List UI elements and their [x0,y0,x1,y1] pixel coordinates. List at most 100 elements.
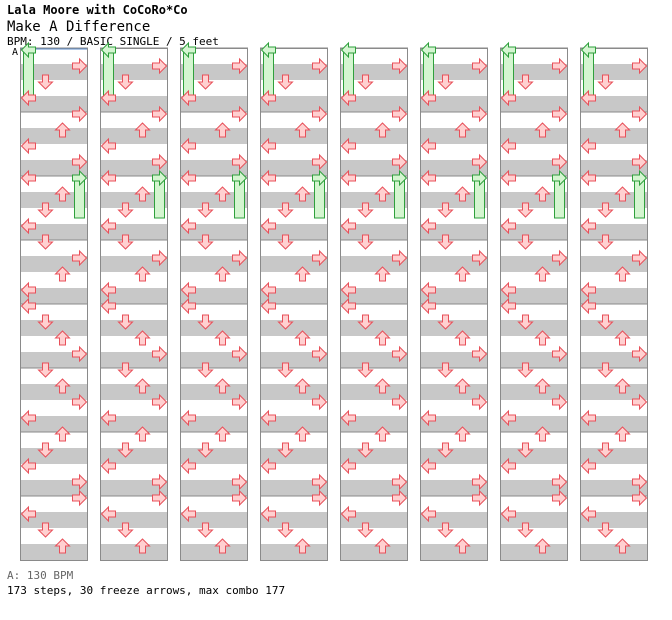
beat-band [420,288,488,304]
step-arrow-left [580,505,596,523]
beat-band [420,96,488,112]
step-arrow-up [614,426,631,442]
beat-band [100,480,168,496]
beat-band [100,176,168,192]
step-arrow-up [374,266,391,282]
step-arrow-up [534,266,551,282]
beat-band [100,352,168,368]
beat-band [580,480,648,496]
step-arrow-right [552,345,568,363]
beat-band [580,160,648,176]
step-arrow-down [357,522,374,538]
beat-band [340,320,408,336]
step-arrow-up [214,426,231,442]
step-arrow-left [20,137,36,155]
beat-band [260,80,328,96]
beat-band [260,128,328,144]
beat-band [500,112,568,128]
beat-band [260,320,328,336]
beat-band [500,224,568,240]
beat-band [100,400,168,416]
beat-band [500,336,568,352]
beat-band [500,400,568,416]
step-arrow-up [534,186,551,202]
beat-band [580,272,648,288]
step-arrow-left [580,169,596,187]
beat-band [420,480,488,496]
step-arrow-down [197,522,214,538]
beat-band [500,544,568,560]
beat-band [180,272,248,288]
beat-band [340,80,408,96]
step-arrow-left [420,137,436,155]
step-arrow-left [340,457,356,475]
step-arrow-up [374,122,391,138]
beat-band [420,416,488,432]
beat-band [20,480,88,496]
beat-band [100,96,168,112]
beat-band [420,224,488,240]
beat-band [340,368,408,384]
beat-band [580,368,648,384]
step-arrow-left [580,409,596,427]
step-arrow-right [232,345,248,363]
freeze-arrow-head [500,41,516,59]
beat-band [500,320,568,336]
step-arrow-down [437,522,454,538]
step-arrow-up [614,330,631,346]
beat-band [180,528,248,544]
step-arrow-left [180,281,196,299]
step-arrow-down [117,442,134,458]
beat-band [100,528,168,544]
step-arrow-left [500,505,516,523]
step-arrow-up [534,538,551,554]
step-arrow-right [472,57,488,75]
step-arrow-left [340,297,356,315]
beat-band [180,144,248,160]
beat-band [420,144,488,160]
step-arrow-left [340,137,356,155]
beat-band [260,336,328,352]
step-arrow-down [37,442,54,458]
step-arrow-down [597,234,614,250]
beat-band [580,96,648,112]
beat-band [500,144,568,160]
chart-meta: BPM: 130 / BASIC SINGLE / 5 feet [7,35,219,48]
beat-band [20,64,88,80]
step-arrow-right [72,393,88,411]
step-arrow-up [614,266,631,282]
step-arrow-up [534,122,551,138]
beat-band [420,80,488,96]
step-arrow-right [392,57,408,75]
section-label: A [12,47,19,58]
freeze-arrow-head [340,41,356,59]
beat-band [20,336,88,352]
step-arrow-right [72,489,88,507]
step-arrow-down [357,362,374,378]
beat-band [340,192,408,208]
freeze-arrow-head [392,169,408,187]
step-arrow-down [517,74,534,90]
beat-band [180,512,248,528]
step-arrow-up [54,330,71,346]
beat-band [20,144,88,160]
step-arrow-left [500,457,516,475]
step-arrow-left [100,505,116,523]
step-arrow-down [117,234,134,250]
step-arrow-left [180,169,196,187]
step-arrow-up [454,122,471,138]
beat-band [100,384,168,400]
bpm-legend: A: 130 BPM [7,569,74,582]
beat-band [180,224,248,240]
beat-band [580,496,648,512]
step-arrow-down [437,234,454,250]
step-arrow-left [20,169,36,187]
step-arrow-left [580,281,596,299]
beat-band [420,112,488,128]
step-arrow-left [580,297,596,315]
step-arrow-down [37,202,54,218]
beat-band [340,112,408,128]
beat-band [420,272,488,288]
beat-band [500,416,568,432]
